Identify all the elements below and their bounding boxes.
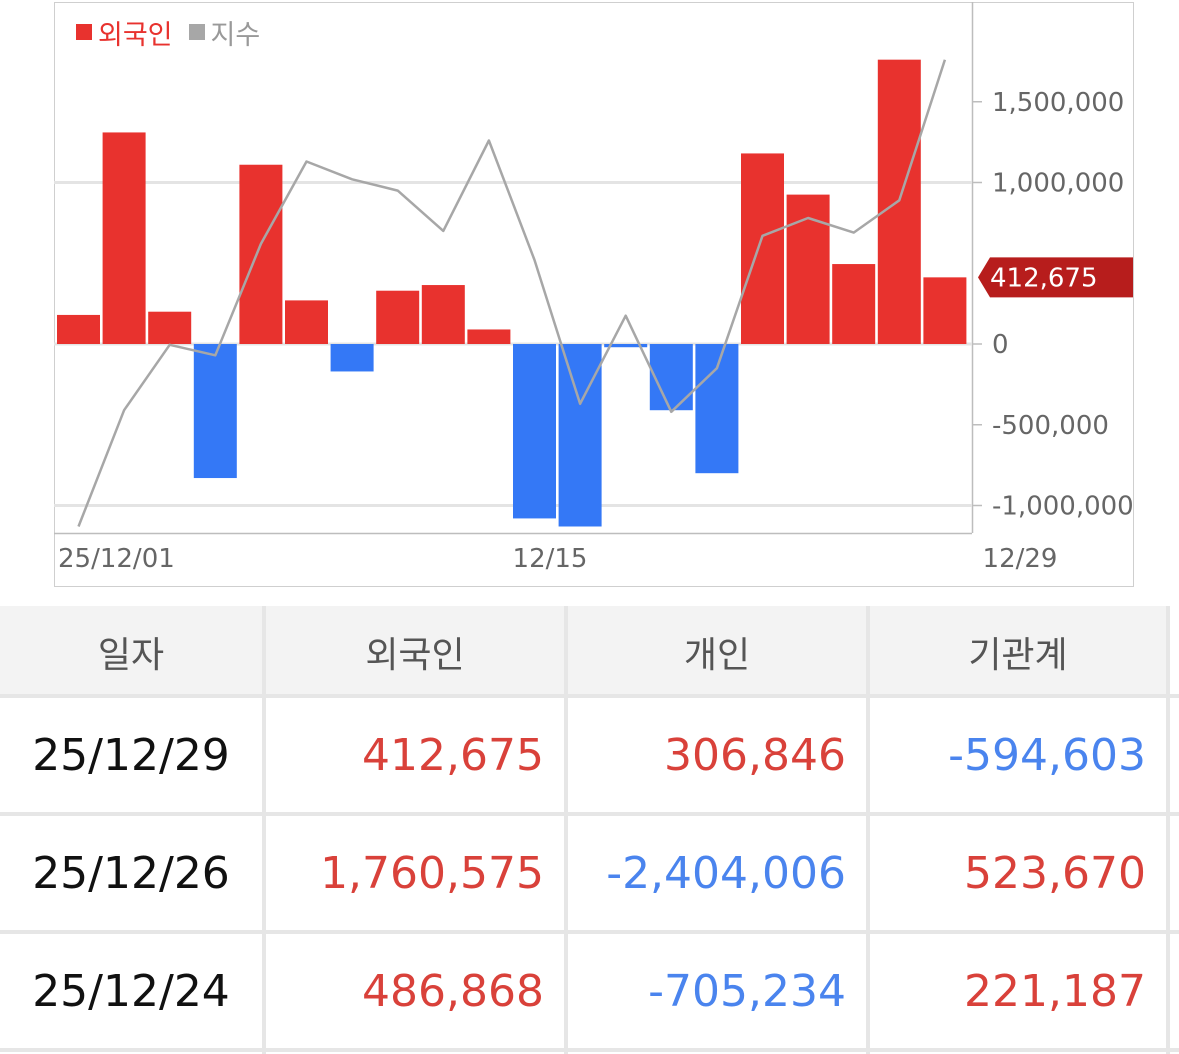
foreign-bar	[330, 344, 374, 372]
y-tick-label: 1,500,000	[992, 88, 1124, 118]
legend-item-foreign: 외국인	[76, 13, 173, 52]
row-foreign: 1,760,575	[266, 816, 564, 930]
foreign-bar	[513, 344, 556, 519]
last-value-label: 412,675	[990, 263, 1098, 293]
foreign-bar	[239, 164, 283, 344]
header-divider	[0, 694, 1179, 698]
foreign-bar	[467, 329, 511, 344]
row-foreign: 412,675	[266, 698, 564, 812]
row-date: 25/12/26	[0, 816, 262, 930]
column-divider	[1166, 606, 1170, 1054]
y-tick-label: -500,000	[992, 411, 1109, 441]
chart-border	[54, 2, 1134, 587]
table-row[interactable]: 25/12/26 1,760,575 -2,404,006 523,670	[0, 816, 1179, 930]
row-date: 25/12/29	[0, 698, 262, 812]
legend-label-index: 지수	[210, 19, 261, 51]
table-row[interactable]: 25/12/24 486,868 -705,234 221,187	[0, 934, 1179, 1048]
column-divider	[866, 606, 870, 1054]
foreign-bar	[57, 314, 100, 344]
row-individual: 306,846	[568, 698, 866, 812]
chart-legend: 외국인 지수	[76, 13, 276, 52]
last-value-tag	[978, 257, 1133, 298]
x-tick-label: 12/15	[513, 544, 588, 574]
foreign-bar	[832, 264, 876, 344]
header-individual: 개인	[568, 606, 866, 698]
x-tick-label: 25/12/01	[58, 544, 175, 574]
header-date: 일자	[0, 606, 262, 698]
foreign-bar	[193, 344, 237, 479]
row-divider	[0, 930, 1179, 934]
x-tick-label: 12/29	[983, 544, 1058, 574]
row-institution: 221,187	[870, 934, 1166, 1048]
row-date: 25/12/24	[0, 934, 262, 1048]
table-header-row: 일자 외국인 개인 기관계	[0, 606, 1179, 698]
y-tick-label: -1,000,000	[992, 492, 1134, 522]
foreign-bar	[558, 344, 602, 527]
row-individual: -2,404,006	[568, 816, 866, 930]
row-divider	[0, 812, 1179, 816]
legend-item-index: 지수	[188, 13, 261, 52]
table-row[interactable]: 25/12/29 412,675 306,846 -594,603	[0, 698, 1179, 812]
foreign-bar	[376, 290, 420, 344]
foreign-bar	[102, 132, 146, 344]
foreign-bar	[604, 344, 648, 348]
foreign-bar	[923, 277, 967, 344]
chart-canvas: 1,500,000 1,000,000 0 -500,000 -1,000,000 25/…	[54, 2, 1134, 587]
foreign-bar	[877, 59, 921, 344]
foreign-bar	[741, 153, 784, 344]
y-tick-label: 1,000,000	[992, 169, 1124, 199]
legend-swatch-foreign	[76, 24, 92, 40]
y-tick-label: 0	[992, 330, 1009, 360]
row-individual: -705,234	[568, 934, 866, 1048]
investor-chart: 1,500,000 1,000,000 0 -500,000 -1,000,000 25/…	[54, 2, 1134, 587]
index-line	[77, 59, 947, 527]
foreign-bar	[695, 344, 739, 474]
row-institution: -594,603	[870, 698, 1166, 812]
foreign-bar	[148, 311, 192, 344]
header-foreign: 외국인	[266, 606, 564, 698]
legend-label-foreign: 외국인	[98, 19, 173, 51]
row-divider	[0, 1048, 1179, 1052]
row-foreign: 486,868	[266, 934, 564, 1048]
foreign-bar	[285, 300, 328, 344]
column-divider	[262, 606, 266, 1054]
header-institution: 기관계	[870, 606, 1166, 698]
column-divider	[564, 606, 568, 1054]
foreign-bar	[649, 344, 693, 411]
foreign-bar	[421, 285, 465, 344]
legend-swatch-index	[188, 24, 205, 40]
row-institution: 523,670	[870, 816, 1166, 930]
foreign-bar	[786, 194, 830, 344]
